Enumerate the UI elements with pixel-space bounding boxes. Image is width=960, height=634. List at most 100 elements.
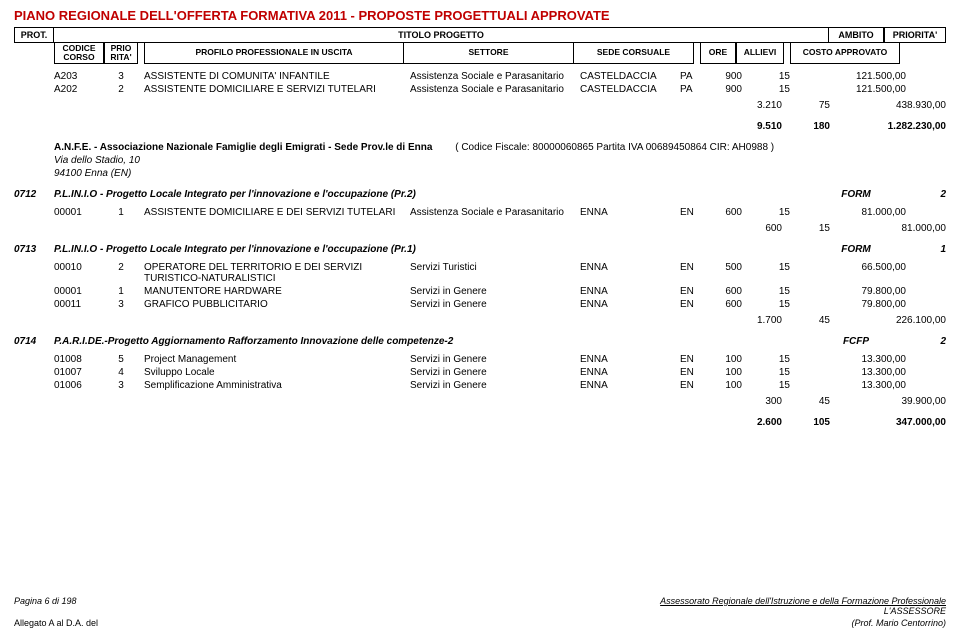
table-row: 000011 ASSISTENTE DOMICILIARE E DEI SERVI…: [14, 206, 946, 219]
cell-settore: Servizi in Genere: [410, 354, 580, 365]
cell-profilo: MANUTENTORE HARDWARE: [144, 286, 410, 297]
cell-allievi: 15: [742, 354, 790, 365]
proj-prot: 0714: [14, 336, 54, 347]
proj-title: P.L.IN.I.O - Progetto Locale Integrato p…: [54, 189, 828, 200]
p0714-rows: 010085Project ManagementServizi in Gener…: [14, 353, 946, 392]
cell-sede: ENNA: [580, 207, 680, 218]
subtotal-allievi: 15: [782, 223, 830, 234]
proj-0714: 0714 P.A.R.I.DE.-Progetto Aggiornamento …: [14, 336, 946, 347]
block1-subtotal: 3.210 75 438.930,00: [14, 100, 946, 111]
subtotal-allievi: 75: [782, 100, 830, 111]
cell-sede: CASTELDACCIA: [580, 71, 680, 82]
proj-prio: 2: [884, 189, 946, 200]
proj-prot: 0712: [14, 189, 54, 200]
hdr-profilo: PROFILO PROFESSIONALE IN USCITA: [144, 42, 404, 64]
table-row: 000102OPERATORE DEL TERRITORIO E DEI SER…: [14, 261, 946, 285]
cell-codice: 01006: [54, 380, 104, 391]
hdr-sede: SEDE CORSUALE: [574, 42, 694, 64]
cell-ore: 600: [706, 299, 742, 310]
table-row: A2022 ASSISTENTE DOMICILIARE E SERVIZI TU…: [14, 83, 946, 96]
cell-ore: 500: [706, 262, 742, 284]
p0713-rows: 000102OPERATORE DEL TERRITORIO E DEI SER…: [14, 261, 946, 311]
cell-settore: Assistenza Sociale e Parasanitario: [410, 71, 580, 82]
cell-costo: 121.500,00: [796, 71, 906, 82]
org-extra: ( Codice Fiscale: 80000060865 Partita IV…: [455, 142, 774, 153]
p0714-grand: 2.600 105 347.000,00: [14, 417, 946, 428]
subtotal-ore: 1.700: [727, 315, 782, 326]
cell-profilo: ASSISTENTE DOMICILIARE E DEI SERVIZI TUT…: [144, 207, 410, 218]
cell-allievi: 15: [742, 380, 790, 391]
grand-ore: 2.600: [727, 417, 782, 428]
org-city: 94100 Enna (EN): [54, 168, 946, 179]
proj-title: P.L.IN.I.O - Progetto Locale Integrato p…: [54, 244, 828, 255]
block1-grand: 9.510 180 1.282.230,00: [14, 121, 946, 132]
proj-ambito: FCFP: [828, 336, 884, 347]
block1-rows: A2033ASSISTENTE DI COMUNITA' INFANTILEAs…: [14, 70, 946, 96]
cell-sede: ENNA: [580, 367, 680, 378]
hdr-priorita: PRIORITA': [884, 27, 946, 43]
footer-prof: (Prof. Mario Centorrino): [851, 618, 946, 628]
cell-costo: 79.800,00: [796, 286, 906, 297]
cell-allievi: 15: [742, 262, 790, 284]
proj-0712: 0712 P.L.IN.I.O - Progetto Locale Integr…: [14, 189, 946, 200]
hdr-ore: ORE: [700, 42, 736, 64]
hdr-settore: SETTORE: [404, 42, 574, 64]
cell-settore: Assistenza Sociale e Parasanitario: [410, 84, 580, 95]
cell-allievi: 15: [742, 286, 790, 297]
table-row: 010063Semplificazione AmministrativaServ…: [14, 379, 946, 392]
cell-sede: ENNA: [580, 354, 680, 365]
cell-costo: 13.300,00: [796, 367, 906, 378]
cell-codice: 01007: [54, 367, 104, 378]
cell-allievi: 15: [742, 367, 790, 378]
hdr-allievi: ALLIEVI: [736, 42, 784, 64]
cell-codice: 00011: [54, 299, 104, 310]
subtotal-ore: 600: [727, 223, 782, 234]
cell-prov: EN: [680, 207, 706, 218]
cell-sede: CASTELDACCIA: [580, 84, 680, 95]
cell-prov: EN: [680, 286, 706, 297]
proj-prot: 0713: [14, 244, 54, 255]
cell-costo: 81.000,00: [796, 207, 906, 218]
cell-profilo: Semplificazione Amministrativa: [144, 380, 410, 391]
org-block: A.N.F.E. - Associazione Nazionale Famigl…: [54, 142, 946, 179]
cell-prio: 3: [104, 71, 138, 82]
cell-prov: EN: [680, 262, 706, 284]
grand-costo: 347.000,00: [836, 417, 946, 428]
subtotal-costo: 81.000,00: [836, 223, 946, 234]
cell-profilo: ASSISTENTE DI COMUNITA' INFANTILE: [144, 71, 410, 82]
proj-ambito: FORM: [828, 189, 884, 200]
org-addr: Via dello Stadio, 10: [54, 155, 946, 166]
cell-settore: Servizi in Genere: [410, 286, 580, 297]
cell-costo: 13.300,00: [796, 380, 906, 391]
cell-codice: 00010: [54, 262, 104, 284]
cell-costo: 13.300,00: [796, 354, 906, 365]
cell-costo: 79.800,00: [796, 299, 906, 310]
grand-allievi: 105: [782, 417, 830, 428]
cell-ore: 100: [706, 367, 742, 378]
cell-allievi: 15: [742, 207, 790, 218]
hdr-codice: CODICE CORSO: [54, 42, 104, 64]
cell-prov: PA: [680, 71, 706, 82]
hdr-titolo: TITOLO PROGETTO: [54, 27, 828, 43]
cell-ore: 600: [706, 207, 742, 218]
footer-allegato: Allegato A al D.A. del: [14, 618, 98, 628]
proj-0713: 0713 P.L.IN.I.O - Progetto Locale Integr…: [14, 244, 946, 255]
cell-prio: 2: [104, 262, 138, 284]
subtotal-costo: 226.100,00: [836, 315, 946, 326]
cell-prio: 2: [104, 84, 138, 95]
hdr-ambito: AMBITO: [828, 27, 884, 43]
footer: Pagina 6 di 198 Assessorato Regionale de…: [14, 596, 946, 628]
cell-prio: 1: [104, 207, 138, 218]
cell-profilo: ASSISTENTE DOMICILIARE E SERVIZI TUTELAR…: [144, 84, 410, 95]
cell-profilo: Sviluppo Locale: [144, 367, 410, 378]
cell-ore: 900: [706, 84, 742, 95]
page-title: PIANO REGIONALE DELL'OFFERTA FORMATIVA 2…: [14, 8, 946, 23]
cell-codice: 01008: [54, 354, 104, 365]
table-row: 000011MANUTENTORE HARDWAREServizi in Gen…: [14, 285, 946, 298]
cell-codice: A202: [54, 84, 104, 95]
subtotal-costo: 39.900,00: [836, 396, 946, 407]
cell-prov: PA: [680, 84, 706, 95]
cell-codice: 00001: [54, 207, 104, 218]
footer-assessorato: Assessorato Regionale dell'Istruzione e …: [660, 596, 946, 606]
subtotal-allievi: 45: [782, 315, 830, 326]
